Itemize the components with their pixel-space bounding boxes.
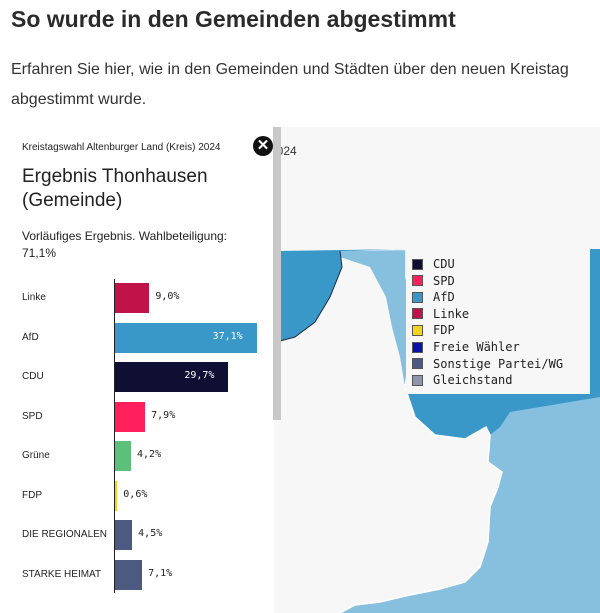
map-boundary-line <box>279 250 343 342</box>
legend-label: Linke <box>433 306 470 321</box>
election-map-widget: 2024 CDU SPD AfD Linke FDP Freie Wähler Sonsti… <box>10 127 600 613</box>
legend-item: Freie Wähler <box>412 339 520 355</box>
map-legend: CDU SPD AfD Linke FDP Freie Wähler Sonstige Pa… <box>406 249 590 394</box>
bar-value-label: 7,1% <box>148 567 173 579</box>
legend-label: FDP <box>433 323 455 338</box>
legend-swatch <box>412 258 423 270</box>
legend-swatch <box>412 291 423 303</box>
bar-category-label: AfD <box>22 331 39 343</box>
bar-category-label: Grüne <box>22 450 50 461</box>
bar-starke-heimat[interactable] <box>115 559 143 590</box>
bar-value-label: 4,5% <box>138 528 163 539</box>
legend-item: FDP <box>412 322 455 338</box>
legend-label: Freie Wähler <box>433 340 520 354</box>
legend-swatch <box>412 275 423 287</box>
bar-cdu[interactable] <box>115 362 229 392</box>
panel-scrollbar[interactable] <box>273 127 281 420</box>
bar-afd[interactable] <box>115 322 257 353</box>
legend-label: Gleichstand <box>433 373 513 388</box>
legend-swatch <box>412 358 423 370</box>
legend-label: SPD <box>433 273 455 288</box>
legend-swatch <box>412 308 423 320</box>
result-panel: Kreistagswahl Altenburger Land (Kreis) 2… <box>10 127 274 613</box>
legend-item: CDU <box>412 256 455 272</box>
legend-item: Gleichstand <box>412 372 512 388</box>
turnout-subtitle: Vorläufiges Ergebnis. Wahlbeteiligung: 7… <box>22 229 228 260</box>
bar-grüne[interactable] <box>115 441 132 471</box>
legend-item: Sonstige Partei/WG <box>412 356 563 372</box>
legend-item: SPD <box>412 273 455 289</box>
bar-value-label: 7,9% <box>151 409 176 421</box>
bar-category-label: STARKE HEIMAT <box>22 568 102 580</box>
legend-label: AfD <box>433 290 455 305</box>
legend-item: Linke <box>412 306 469 322</box>
legend-item: AfD <box>412 289 455 305</box>
legend-label: CDU <box>433 257 455 271</box>
legend-swatch <box>412 341 423 353</box>
map-region-afd-dark-west <box>280 251 342 341</box>
legend-swatch <box>412 374 423 386</box>
election-title: Kreistagswahl Altenburger Land (Kreis) 2… <box>22 142 221 153</box>
bar-category-label: SPD <box>22 410 43 422</box>
legend-label: Sonstige Partei/WG <box>433 356 564 371</box>
bar-value-label: 37,1% <box>212 330 243 342</box>
bar-chart-axis <box>114 279 115 593</box>
bar-category-label: Linke <box>22 292 46 303</box>
bar-value-label: 4,2% <box>137 449 162 460</box>
legend-swatch <box>412 324 423 336</box>
result-title: Ergebnis Thonhausen (Gemeinde) <box>22 166 208 211</box>
bar-category-label: FDP <box>22 489 42 501</box>
bar-value-label: 29,7% <box>184 370 215 381</box>
bar-spd[interactable] <box>115 401 146 432</box>
article-headline: So wurde in den Gemeinden abgestimmt <box>11 6 456 32</box>
bar-value-label: 9,0% <box>155 291 180 302</box>
close-icon[interactable]: ✕ <box>253 136 273 156</box>
bar-category-label: CDU <box>22 371 44 382</box>
bar-linke[interactable] <box>115 283 150 313</box>
bar-category-label: DIE REGIONALEN <box>22 529 108 540</box>
article-subtext: Erfahren Sie hier, wie in den Gemeinden … <box>11 61 569 108</box>
bar-value-label: 0,6% <box>123 488 148 500</box>
bar-die-regionalen[interactable] <box>115 520 133 550</box>
bar-fdp[interactable] <box>115 480 118 511</box>
